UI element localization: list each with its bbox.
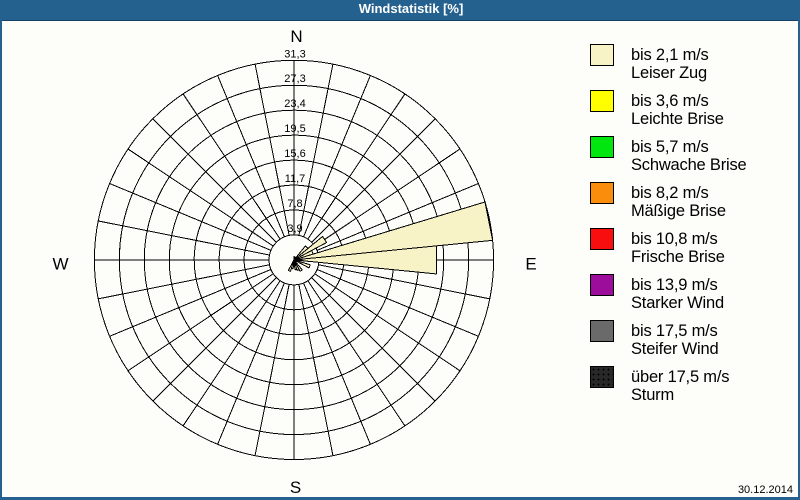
svg-text:W: W: [52, 255, 68, 274]
svg-text:S: S: [290, 478, 301, 497]
svg-text:E: E: [525, 255, 536, 274]
svg-text:15,6: 15,6: [284, 148, 305, 160]
svg-text:19,5: 19,5: [284, 123, 305, 135]
svg-text:31,3: 31,3: [284, 48, 305, 60]
svg-text:N: N: [290, 27, 302, 46]
svg-text:7,8: 7,8: [287, 198, 302, 210]
svg-text:11,7: 11,7: [285, 173, 306, 185]
svg-text:27,3: 27,3: [284, 73, 305, 85]
svg-text:23,4: 23,4: [284, 98, 305, 110]
svg-text:3,9: 3,9: [287, 223, 302, 235]
